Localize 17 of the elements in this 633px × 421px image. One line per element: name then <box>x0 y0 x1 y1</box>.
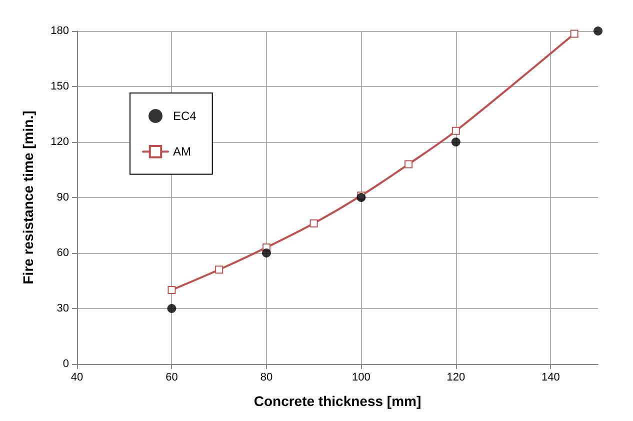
x-tick-label: 80 <box>260 372 273 384</box>
y-tick-label: 90 <box>56 192 69 204</box>
y-tick-label: 180 <box>50 25 69 37</box>
y-tick-label: 30 <box>56 302 69 314</box>
y-tick-label: 0 <box>62 358 69 370</box>
y-axis-title: Fire resistance time [min.] <box>20 110 36 284</box>
legend-label: AM <box>173 144 192 159</box>
y-tick-label: 60 <box>56 247 69 259</box>
x-tick-label: 40 <box>70 372 84 384</box>
x-axis-title: Concrete thickness [mm] <box>254 393 422 409</box>
x-tick-label: 120 <box>446 372 466 384</box>
x-tick-label: 60 <box>166 372 178 384</box>
x-tick-label: 140 <box>541 372 560 384</box>
y-tick-label: 120 <box>50 136 69 148</box>
legend-label: EC4 <box>173 109 197 123</box>
x-tick-label: 100 <box>352 372 370 384</box>
y-tick-label: 150 <box>50 80 69 92</box>
